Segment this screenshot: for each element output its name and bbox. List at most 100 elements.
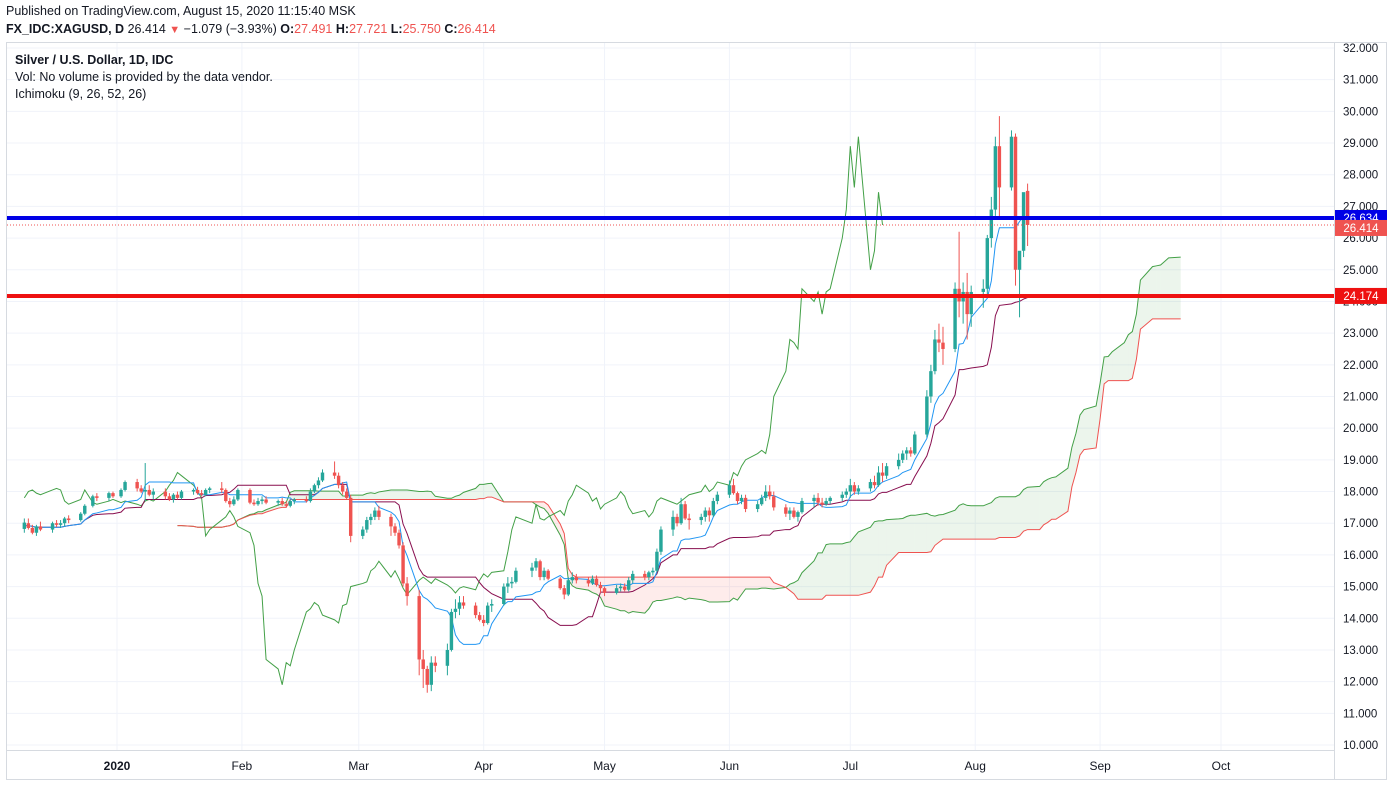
candle-body xyxy=(985,238,990,289)
candle-body xyxy=(207,488,212,490)
kumo-cloud-segment xyxy=(846,541,851,596)
kumo-cloud-segment xyxy=(560,524,565,545)
candle-body xyxy=(312,485,317,492)
y-tick-label: 13.000 xyxy=(1343,645,1378,657)
kumo-cloud-segment xyxy=(487,483,492,498)
last-price: 26.414 xyxy=(127,22,166,36)
kumo-cloud-segment xyxy=(370,492,375,500)
candle-body xyxy=(332,472,337,476)
y-tick-label: 16.000 xyxy=(1343,550,1378,562)
candle-body xyxy=(38,526,43,530)
kumo-cloud-segment xyxy=(1100,356,1105,419)
candle-body xyxy=(626,580,631,590)
kumo-cloud-segment xyxy=(1096,383,1101,448)
candle-body xyxy=(477,615,482,620)
candle-body xyxy=(534,561,538,568)
candle-body xyxy=(675,516,679,524)
kumo-cloud-segment xyxy=(652,577,657,603)
candle-body xyxy=(66,518,71,521)
close-label: C: xyxy=(444,22,458,36)
candle-body xyxy=(872,482,877,486)
candle-body xyxy=(30,527,35,533)
candle-body xyxy=(288,501,292,506)
candle-body xyxy=(655,551,659,571)
candle-body xyxy=(514,570,518,582)
candle-body xyxy=(844,491,848,495)
kumo-cloud-segment xyxy=(826,543,831,596)
candle-body xyxy=(377,510,381,517)
candle-body xyxy=(147,489,151,495)
kumo-cloud-segment xyxy=(677,577,682,598)
kumo-cloud-segment xyxy=(1011,496,1016,538)
candle-body xyxy=(542,570,546,578)
symbol-bar: FX_IDC:XAGUSD, D 26.414 ▼ −1.079 (−3.93%… xyxy=(6,22,496,36)
kumo-cloud-segment xyxy=(874,520,879,586)
kumo-cloud-segment xyxy=(1023,487,1028,532)
candle-body xyxy=(900,453,905,460)
kumo-cloud-segment xyxy=(733,577,738,601)
kumo-cloud-segment xyxy=(1160,261,1165,319)
candle-body xyxy=(348,497,353,536)
candle-body xyxy=(433,662,438,666)
candle-body xyxy=(199,493,204,495)
x-tick-label: Jun xyxy=(720,759,739,773)
kumo-cloud-segment xyxy=(938,514,943,543)
kumo-cloud-segment xyxy=(822,544,827,600)
kijun-sen-line xyxy=(24,297,1028,626)
candle-body xyxy=(880,472,885,476)
candle-body xyxy=(135,482,139,489)
candle-body xyxy=(453,608,458,612)
candle-body xyxy=(365,520,369,530)
x-tick-label: Apr xyxy=(474,759,493,773)
candle-body xyxy=(993,146,998,210)
last-price-label: 26.414 xyxy=(1343,223,1379,235)
low-value: 25.750 xyxy=(402,22,441,36)
kumo-cloud-segment xyxy=(967,505,972,540)
kumo-cloud-segment xyxy=(910,515,915,553)
kumo-cloud-segment xyxy=(266,505,279,513)
candle-body xyxy=(788,510,792,514)
y-tick-label: 25.000 xyxy=(1343,265,1378,277)
candle-body xyxy=(361,529,365,536)
kumo-cloud-segment xyxy=(475,484,480,500)
kumo-cloud-segment xyxy=(930,515,935,552)
candle-body xyxy=(743,497,748,509)
candle-body xyxy=(913,434,917,454)
kumo-cloud-segment xyxy=(814,552,819,600)
candle-body xyxy=(220,488,224,490)
y-tick-label: 21.000 xyxy=(1343,392,1378,404)
candle-body xyxy=(570,577,575,581)
candle-body xyxy=(707,510,712,516)
legend-ichimoku: Ichimoku (9, 26, 52, 26) xyxy=(15,87,147,101)
high-label: H: xyxy=(335,22,350,36)
candle-body xyxy=(731,485,736,494)
candle-body xyxy=(421,659,425,669)
candle-body xyxy=(151,491,155,495)
candle-body xyxy=(179,491,184,498)
candle-body xyxy=(538,561,542,578)
kumo-cloud-segment xyxy=(902,516,907,553)
candle-body xyxy=(824,501,828,505)
kumo-cloud-segment xyxy=(620,577,625,611)
y-tick-label: 18.000 xyxy=(1343,487,1378,499)
candle-body xyxy=(389,516,393,527)
kumo-cloud-segment xyxy=(459,492,464,500)
kumo-cloud-segment xyxy=(850,536,855,596)
candle-body xyxy=(344,491,349,498)
candle-body xyxy=(107,493,111,498)
y-tick-label: 23.000 xyxy=(1343,328,1378,340)
kumo-cloud-segment xyxy=(322,491,335,500)
candle-body xyxy=(405,583,409,597)
candle-body xyxy=(320,472,325,481)
kumo-cloud-segment xyxy=(906,515,911,553)
candle-body xyxy=(933,339,937,372)
kumo-cloud-segment xyxy=(403,489,408,500)
candle-body xyxy=(143,489,147,492)
kumo-cloud-segment xyxy=(830,543,843,596)
kumo-cloud-segment xyxy=(681,577,686,600)
kumo-cloud-segment xyxy=(689,577,702,600)
candle-body xyxy=(929,371,933,397)
kumo-cloud-segment xyxy=(878,520,883,578)
kumo-cloud-segment xyxy=(701,577,706,601)
